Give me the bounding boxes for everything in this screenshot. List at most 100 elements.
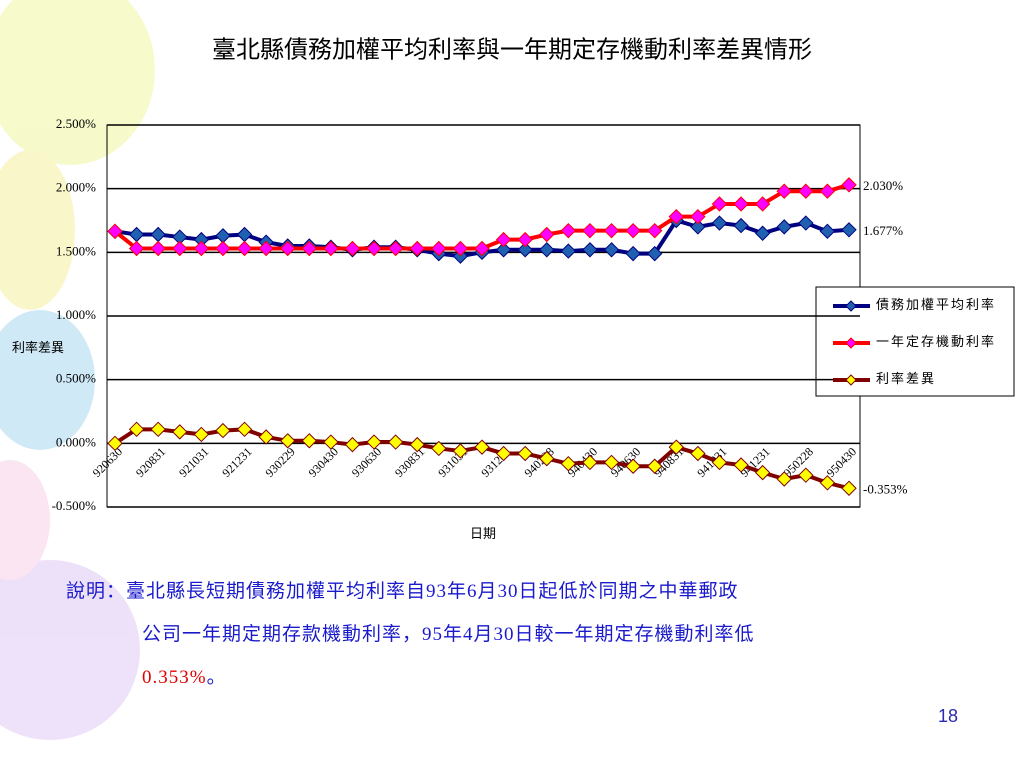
x-tick-label: 930229	[262, 445, 297, 480]
x-tick-label: 930831	[392, 445, 427, 480]
data-point	[819, 475, 836, 491]
y-tick-label: 1.500%	[56, 243, 96, 258]
data-point	[603, 222, 620, 239]
data-point	[517, 231, 533, 248]
legend-label: 利率差異	[876, 371, 936, 386]
data-point	[625, 222, 641, 239]
data-point	[646, 222, 663, 239]
data-point	[668, 439, 685, 455]
data-point	[776, 183, 792, 199]
chart-title: 臺北縣債務加權平均利率與一年期定存機動利率差異情形	[212, 37, 812, 64]
legend-marker	[845, 300, 857, 312]
legend-label: 債務加權平均利率	[876, 297, 996, 312]
data-point	[344, 240, 361, 257]
data-point	[690, 219, 706, 235]
data-point	[387, 240, 404, 257]
data-point	[539, 226, 555, 243]
data-point	[366, 434, 382, 450]
data-point	[107, 435, 123, 452]
note-lead: 說明：	[66, 581, 127, 602]
data-point	[128, 240, 145, 257]
x-tick-label: 930430	[306, 445, 341, 480]
data-point	[193, 240, 210, 257]
data-point	[560, 455, 577, 472]
data-point	[215, 422, 231, 439]
data-point	[539, 450, 555, 467]
data-point	[646, 458, 663, 474]
data-point	[474, 439, 490, 455]
page-number: 18	[938, 706, 959, 726]
note: 說明：臺北縣長短期債務加權平均利率自93年6月30日起低於同期之中華郵政 公司一…	[66, 570, 755, 699]
data-point	[452, 240, 469, 257]
data-point	[625, 458, 641, 474]
data-point	[301, 240, 318, 257]
data-point	[539, 242, 555, 258]
data-point	[798, 467, 814, 483]
y-tick-label: 0.500%	[56, 371, 96, 386]
data-point	[582, 222, 598, 239]
data-point	[711, 196, 728, 212]
data-point	[798, 215, 814, 231]
data-point	[452, 443, 469, 459]
y-tick-label: 0.000%	[56, 434, 96, 449]
data-point	[711, 454, 728, 471]
data-point	[279, 433, 296, 449]
data-point	[668, 208, 685, 225]
data-point	[495, 242, 512, 258]
y-tick-label: 1.000%	[56, 307, 96, 322]
data-point	[798, 183, 814, 199]
decoration	[0, 0, 155, 740]
data-point	[215, 240, 231, 257]
data-point	[690, 208, 706, 225]
y-tick-label: 2.500%	[56, 116, 96, 131]
data-point	[409, 436, 425, 453]
data-point	[646, 245, 663, 262]
data-point	[711, 215, 728, 231]
data-point	[690, 445, 706, 462]
data-point	[215, 228, 231, 244]
data-point	[754, 464, 771, 481]
data-point	[495, 445, 512, 462]
data-point	[366, 240, 382, 257]
data-point	[193, 426, 210, 443]
y-tick-label: -0.500%	[52, 498, 97, 513]
data-point	[776, 471, 792, 487]
data-point	[344, 436, 361, 453]
data-point	[603, 454, 620, 471]
x-tick-label: 950430	[824, 445, 859, 480]
series-line	[113, 427, 850, 491]
data-point	[819, 223, 836, 240]
data-point	[841, 177, 857, 193]
data-point	[258, 429, 274, 445]
data-point	[236, 421, 253, 438]
data-point	[150, 240, 166, 257]
data-point	[582, 454, 598, 471]
data-label: -0.353%	[863, 481, 908, 496]
data-point	[387, 434, 404, 450]
y-tick-label: 2.000%	[56, 180, 96, 195]
data-point	[754, 196, 771, 212]
data-point	[431, 440, 447, 457]
x-tick-label: 921031	[176, 445, 211, 480]
data-point	[560, 222, 577, 239]
data-point	[517, 242, 533, 258]
x-axis-label: 日期	[470, 526, 496, 541]
data-point	[172, 424, 188, 440]
y-axis-label: 利率差異	[12, 340, 64, 355]
data-point	[236, 240, 253, 257]
data-point	[841, 480, 857, 496]
data-point	[754, 225, 771, 241]
data-point	[582, 242, 598, 258]
data-point	[409, 240, 425, 257]
data-point	[150, 421, 166, 438]
data-point	[323, 240, 339, 257]
data-point	[107, 223, 123, 240]
data-label: 1.677%	[863, 223, 903, 238]
data-point	[603, 242, 620, 258]
note-text: 。	[206, 667, 227, 688]
legend-marker	[845, 337, 857, 349]
legend-marker	[845, 374, 857, 386]
data-point	[172, 240, 188, 257]
